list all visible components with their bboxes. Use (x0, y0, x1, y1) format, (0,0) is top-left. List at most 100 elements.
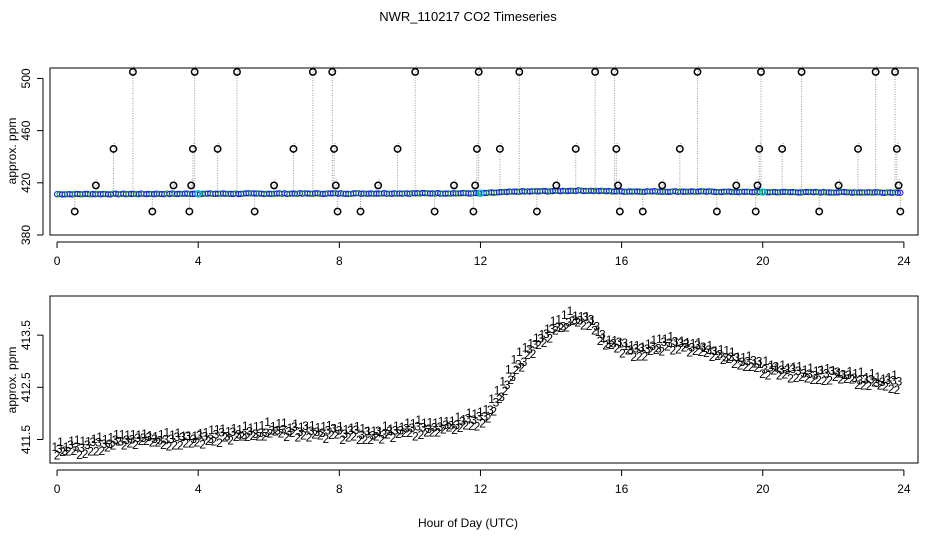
series-1-point: 1 (337, 419, 344, 433)
series-1-point: 1 (807, 361, 814, 375)
series-3-point: 3 (509, 370, 516, 384)
series-1-point: 1 (359, 421, 366, 435)
series-3-point: 3 (778, 363, 785, 377)
spike-point (250, 207, 259, 216)
series-3-point: 3 (627, 343, 634, 357)
series-2-point: 2 (474, 420, 481, 434)
series-2-point: 2 (250, 429, 257, 443)
series-1-point: 1 (555, 312, 562, 326)
series-3-point: 3 (185, 429, 192, 443)
series-2-point: 2 (530, 347, 537, 361)
series-2-point: 2 (451, 423, 458, 437)
series-1-point: 1 (595, 325, 602, 339)
series-1-point: 1 (869, 366, 876, 380)
series-2-point: 2 (675, 343, 682, 357)
series-2-point: 2 (608, 338, 615, 352)
y-tick-label: 420 (19, 172, 33, 192)
series-2-point: 2 (586, 319, 593, 333)
series-2-point: 2 (205, 434, 212, 448)
spike-point (374, 181, 383, 190)
spike-point (753, 181, 762, 190)
series-2-point: 2 (849, 373, 856, 387)
series-1-point: 1 (863, 370, 870, 384)
spike-point (356, 207, 365, 216)
series-3-point: 3 (353, 423, 360, 437)
series-2-point: 2 (770, 363, 777, 377)
x-tick-label: 12 (474, 254, 488, 268)
series-3-point: 3 (229, 425, 236, 439)
series-3-point: 3 (767, 360, 774, 374)
spike-point (515, 67, 524, 76)
series-2-point: 2 (104, 441, 111, 455)
series-1-point: 1 (326, 419, 333, 433)
series-3-point: 3 (823, 367, 830, 381)
series-1-point: 1 (471, 407, 478, 421)
x-tick-label: 20 (756, 482, 770, 496)
series-1-point: 1 (292, 417, 299, 431)
series-1-point: 1 (813, 364, 820, 378)
series-2-point: 2 (703, 346, 710, 360)
cyan-marker-point (476, 189, 485, 198)
series-1-point: 1 (544, 322, 551, 336)
series-2-point: 2 (681, 340, 688, 354)
series-1-point: 1 (533, 331, 540, 345)
series-3-point: 3 (537, 331, 544, 345)
series-2-point: 2 (754, 361, 761, 375)
spike-point (169, 181, 178, 190)
spike-point (270, 181, 279, 190)
series-2-point: 2 (748, 360, 755, 374)
spike-point (70, 207, 79, 216)
series-1-point: 1 (477, 405, 484, 419)
series-3-point: 3 (78, 441, 85, 455)
series-1-point: 1 (858, 365, 865, 379)
series-2-point: 2 (317, 429, 324, 443)
cyan-marker-point (758, 188, 767, 196)
series-2-point: 2 (65, 444, 72, 458)
series-1-point: 1 (298, 420, 305, 434)
y-tick-label: 500 (19, 68, 33, 88)
series-3-point: 3 (481, 410, 488, 424)
spike-point (871, 67, 880, 76)
series-3-point: 3 (336, 423, 343, 437)
series-1-point: 1 (606, 333, 613, 347)
spike-point (469, 207, 478, 216)
series-3-point: 3 (593, 319, 600, 333)
series-3-point: 3 (812, 369, 819, 383)
x-tick-label: 4 (195, 482, 202, 496)
series-2-point: 2 (826, 374, 833, 388)
series-1-point: 1 (824, 361, 831, 375)
series-3-point: 3 (498, 390, 505, 404)
series-3-point: 3 (145, 430, 152, 444)
series-2-point: 2 (804, 371, 811, 385)
series-3-point: 3 (868, 372, 875, 386)
series-3-point: 3 (56, 442, 63, 456)
series-3-point: 3 (403, 421, 410, 435)
spike-point (591, 67, 600, 76)
series-1-point: 1 (387, 422, 394, 436)
series-1-point: 1 (130, 427, 137, 441)
series-3-point: 3 (386, 424, 393, 438)
series-1-point: 1 (550, 314, 557, 328)
series-1-point: 1 (85, 435, 92, 449)
series-3-point: 3 (84, 438, 91, 452)
spike-point (91, 181, 100, 190)
y-tick-label: 413.5 (19, 320, 33, 350)
series-3-point: 3 (90, 435, 97, 449)
spike-point (450, 181, 458, 190)
series-2-point: 2 (552, 324, 559, 338)
series-3-point: 3 (62, 444, 69, 458)
series-1-point: 1 (432, 416, 439, 430)
series-2-point: 2 (893, 383, 900, 397)
series-1-point: 1 (667, 329, 674, 343)
spike-point (331, 181, 340, 190)
series-3-point: 3 (246, 425, 253, 439)
series-3-point: 3 (711, 344, 718, 358)
series-1-point: 1 (427, 415, 434, 429)
series-3-point: 3 (325, 423, 332, 437)
series-1-point: 1 (371, 424, 378, 438)
series-2-point: 2 (821, 374, 828, 388)
series-1-point: 1 (287, 421, 294, 435)
series-2-point: 2 (502, 384, 509, 398)
spike-point (751, 207, 760, 216)
series-2-point: 2 (602, 339, 609, 353)
